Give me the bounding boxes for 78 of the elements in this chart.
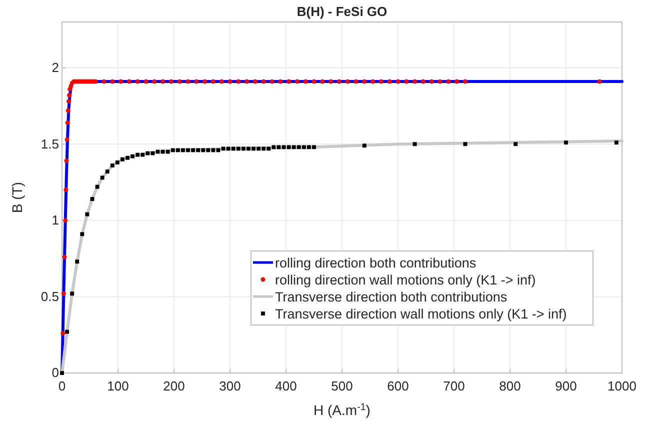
point (115, 160, 120, 164)
point (231, 146, 236, 151)
point (272, 145, 276, 150)
point (252, 146, 256, 151)
point (156, 150, 160, 154)
point (211, 148, 216, 152)
x-tick-label: 500 (331, 378, 353, 394)
x-tick-label: 700 (443, 378, 465, 394)
point (412, 142, 417, 146)
point (85, 212, 90, 216)
x-tick-label: 600 (387, 378, 409, 394)
point (186, 148, 190, 152)
point (110, 163, 114, 168)
y-axis-title: B (T) (9, 182, 25, 214)
point (246, 146, 250, 151)
point (160, 150, 165, 154)
point (65, 330, 70, 334)
point (306, 145, 311, 150)
point (105, 170, 110, 174)
point (226, 146, 230, 151)
point (292, 145, 296, 150)
point (463, 142, 468, 146)
point (256, 146, 261, 151)
point (95, 184, 100, 189)
point (286, 145, 291, 150)
x-tick-label: 1000 (608, 378, 636, 394)
y-tick-label: 0.5 (40, 288, 59, 304)
point (296, 145, 301, 150)
legend-label: Transverse direction wall motions only (K1 -> inf) (275, 306, 567, 322)
point (140, 152, 145, 157)
point (170, 148, 175, 152)
point (216, 148, 220, 152)
point (196, 148, 200, 152)
point (282, 145, 286, 150)
legend-label: Transverse direction both contributions (275, 290, 508, 304)
point (276, 145, 281, 150)
point (70, 292, 74, 296)
point (241, 146, 246, 151)
point (130, 154, 135, 158)
point (90, 197, 94, 201)
point (75, 260, 80, 264)
point (201, 148, 206, 152)
point (176, 148, 180, 152)
y-tick-label: 1 (52, 212, 59, 228)
x-tick-label: 100 (107, 378, 129, 394)
legend-label: rolling direction both contributions (275, 256, 476, 270)
y-tick-label: 2 (52, 60, 59, 75)
point (362, 144, 366, 148)
point (614, 140, 618, 145)
y-tick-label: 1.5 (40, 136, 59, 152)
x-axis-title: H (A.m$^{-1}$) (314, 402, 370, 418)
legend-label: rolling direction wall motions only (K1 -> inf) (275, 272, 536, 288)
x-tick-label: 400 (275, 378, 297, 394)
point (236, 146, 240, 151)
point (514, 142, 518, 146)
point (60, 371, 64, 375)
x-tick-label: 800 (499, 378, 521, 394)
point (146, 151, 150, 156)
point (100, 176, 104, 180)
chart-title: B(H) - FeSi GO (296, 4, 388, 19)
x-tick-label: 300 (219, 378, 241, 394)
x-tick-label: 200 (163, 378, 185, 394)
point (80, 232, 84, 236)
point (266, 146, 271, 151)
point (126, 156, 130, 160)
point (191, 148, 196, 152)
point (206, 148, 210, 152)
point (302, 145, 306, 150)
point (136, 152, 140, 157)
point (312, 145, 316, 150)
y-tick-label: 0 (52, 365, 59, 380)
point (262, 146, 266, 151)
point (120, 157, 124, 162)
point (166, 150, 170, 154)
point (180, 148, 185, 152)
point (564, 140, 568, 145)
point (221, 146, 226, 151)
x-tick-label: 900 (555, 378, 577, 394)
